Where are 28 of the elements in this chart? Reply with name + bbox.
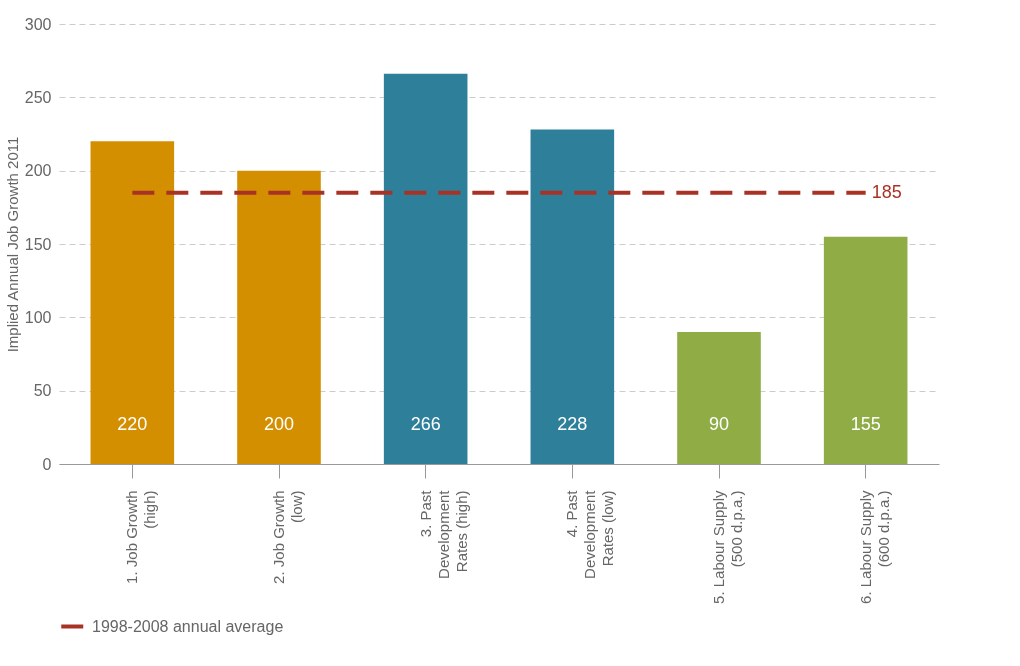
data-label: 90: [708, 414, 730, 434]
y-axis-title: Implied Annual Job Growth 2011: [3, 136, 21, 353]
y-tick-label: 100: [24, 308, 52, 326]
x-tick-label: 5. Labour Supply (500 d.p.a.): [710, 490, 745, 604]
x-tick-label: 1. Job Growth (high): [123, 490, 159, 584]
data-label: 220: [117, 414, 148, 434]
x-tick-label: 3. Past Development Rates (high): [416, 489, 470, 579]
y-tick-label: 250: [24, 88, 52, 106]
data-label: 155: [850, 414, 881, 434]
bar: [677, 332, 761, 464]
x-tick-label: 6. Labour Supply (600 d.p.a.): [856, 490, 892, 604]
bar: [90, 141, 175, 464]
x-tick-label: 4. Past Development Rates (low): [563, 489, 617, 579]
y-tick-label: 50: [33, 382, 52, 400]
data-label: 200: [263, 414, 295, 434]
legend-label: 1998-2008 annual average: [92, 617, 284, 635]
bar: [383, 73, 468, 464]
annotation: 185: [871, 181, 902, 202]
bar: [823, 236, 908, 464]
x-tick-label: 2. Job Growth (low): [270, 490, 305, 584]
data-label: 228: [557, 414, 588, 434]
y-tick-label: 200: [24, 162, 52, 180]
y-tick-label: 0: [42, 455, 52, 473]
y-tick-label: 300: [24, 15, 52, 33]
bar: [530, 129, 615, 464]
data-label: 266: [410, 414, 441, 434]
y-tick-label: 150: [24, 235, 52, 253]
bar: [237, 170, 321, 464]
